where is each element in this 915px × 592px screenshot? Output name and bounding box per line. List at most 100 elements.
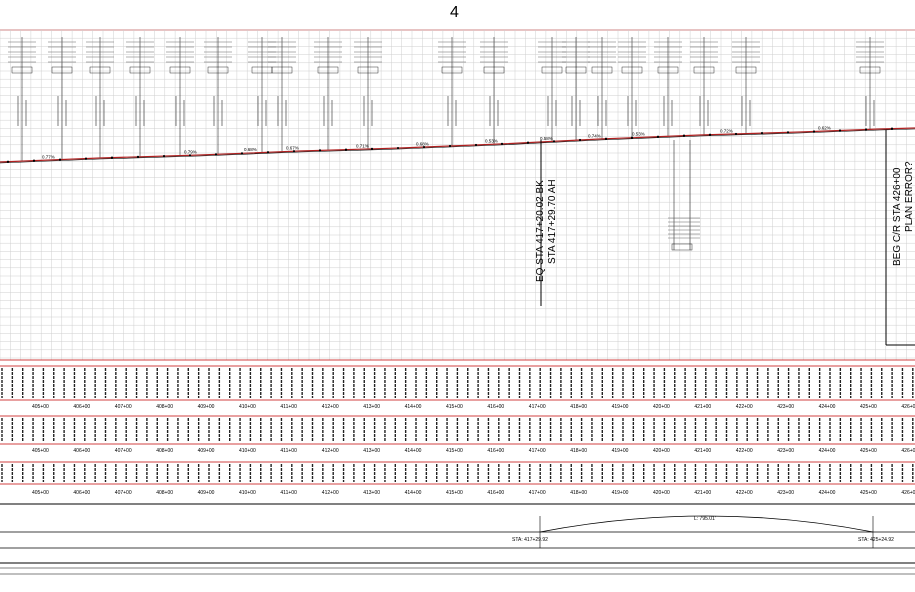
station-label: 422+00 bbox=[736, 490, 753, 496]
pvi-box bbox=[441, 66, 463, 74]
station-label: 406+00 bbox=[73, 448, 90, 454]
station-label: 413+00 bbox=[363, 404, 380, 410]
grade-label: 0.79% bbox=[184, 149, 197, 154]
profile-point-marker bbox=[734, 132, 738, 136]
profile-point-marker bbox=[58, 158, 62, 161]
station-label: 405+00 bbox=[32, 404, 49, 410]
profile-point-marker bbox=[682, 134, 686, 137]
grade-label: 0.68% bbox=[416, 141, 429, 146]
station-label: 418+00 bbox=[570, 490, 587, 496]
station-label: 411+00 bbox=[280, 490, 297, 496]
station-label: 410+00 bbox=[239, 448, 256, 454]
profile-point-marker bbox=[370, 147, 374, 150]
grade-label: 0.53% bbox=[485, 139, 498, 144]
station-label: 416+00 bbox=[487, 490, 504, 496]
station-label: 417+00 bbox=[529, 490, 546, 496]
station-label: 406+00 bbox=[73, 404, 90, 410]
station-label: 425+00 bbox=[860, 448, 877, 454]
profile-point-marker bbox=[474, 143, 478, 147]
profile-point-marker bbox=[578, 138, 582, 142]
station-label: 413+00 bbox=[363, 490, 380, 496]
pvi-box bbox=[207, 66, 229, 74]
profile-point-marker bbox=[344, 148, 348, 151]
station-label: 407+00 bbox=[115, 490, 132, 496]
station-label: 415+00 bbox=[446, 490, 463, 496]
profile-point-marker bbox=[266, 151, 270, 154]
station-label: 419+00 bbox=[612, 490, 629, 496]
station-label: 410+00 bbox=[239, 404, 256, 410]
grade-label: 0.77% bbox=[42, 154, 55, 159]
station-label: 421+00 bbox=[694, 490, 711, 496]
station-label: 416+00 bbox=[487, 404, 504, 410]
station-label: 424+00 bbox=[819, 448, 836, 454]
station-label: 423+00 bbox=[777, 448, 794, 454]
pvi-box bbox=[271, 66, 293, 74]
profile-point-marker bbox=[214, 153, 218, 156]
pvi-box bbox=[483, 66, 505, 74]
grade-label: 0.67% bbox=[286, 146, 299, 151]
station-label: 408+00 bbox=[156, 448, 173, 454]
profile-grade-line bbox=[0, 127, 915, 163]
profile-point-marker bbox=[656, 135, 660, 138]
station-label: 424+00 bbox=[819, 404, 836, 410]
profile-point-marker bbox=[630, 136, 634, 139]
pvi-box bbox=[693, 66, 715, 74]
station-label: 408+00 bbox=[156, 490, 173, 496]
station-label: 421+00 bbox=[694, 448, 711, 454]
beg-label-2: PLAN ERROR? bbox=[904, 161, 915, 232]
profile-point-marker bbox=[838, 129, 842, 132]
pvi-box bbox=[621, 66, 643, 74]
station-label: 411+00 bbox=[280, 448, 297, 454]
grade-label: 0.58% bbox=[540, 136, 553, 141]
curve-end-label: STA: 425+24.92 bbox=[858, 537, 894, 543]
station-label: 424+00 bbox=[819, 490, 836, 496]
station-label: 423+00 bbox=[777, 404, 794, 410]
station-label: 412+00 bbox=[322, 404, 339, 410]
profile-point-marker bbox=[526, 141, 530, 144]
pvi-box bbox=[51, 66, 73, 74]
station-label: 419+00 bbox=[612, 404, 629, 410]
station-label: 405+00 bbox=[32, 490, 49, 496]
station-label: 418+00 bbox=[570, 448, 587, 454]
pvi-callouts bbox=[8, 37, 884, 251]
horizontal-curve-band bbox=[0, 503, 915, 575]
station-label: 406+00 bbox=[73, 490, 90, 496]
grade-label: 0.71% bbox=[356, 143, 369, 148]
pvi-box bbox=[591, 66, 613, 74]
profile-point-marker bbox=[240, 152, 244, 155]
station-label: 411+00 bbox=[280, 404, 297, 410]
station-label: 420+00 bbox=[653, 448, 670, 454]
profile-point-marker bbox=[500, 142, 504, 145]
station-bands: 405+00 406+00 407+00 408+00 409+00 410+00 411+… bbox=[0, 365, 915, 496]
pvi-box bbox=[129, 66, 151, 74]
station-label: 412+00 bbox=[322, 448, 339, 454]
grade-label: 0.68% bbox=[244, 147, 257, 152]
station-label: 426+00 bbox=[901, 490, 915, 496]
station-label: 418+00 bbox=[570, 404, 587, 410]
profile-point-marker bbox=[162, 154, 166, 158]
station-label: 425+00 bbox=[860, 490, 877, 496]
station-label: 416+00 bbox=[487, 448, 504, 454]
profile-point-marker bbox=[188, 154, 192, 157]
profile-point-marker bbox=[760, 132, 764, 135]
equation-label-1: EQ STA 417+20.02 BK bbox=[535, 180, 546, 282]
grade-label: 0.74% bbox=[588, 134, 601, 139]
station-label: 422+00 bbox=[736, 404, 753, 410]
profile-grade-line-black bbox=[0, 128, 915, 164]
station-label: 409+00 bbox=[198, 490, 215, 496]
station-label: 407+00 bbox=[115, 448, 132, 454]
station-label: 425+00 bbox=[860, 404, 877, 410]
profile-point-marker bbox=[448, 144, 452, 148]
pvi-box bbox=[317, 66, 339, 74]
profile-point-marker bbox=[110, 156, 114, 159]
curve-start-label: STA: 417+29.92 bbox=[512, 537, 548, 543]
station-label: 414+00 bbox=[405, 490, 422, 496]
station-label: 419+00 bbox=[612, 448, 629, 454]
station-label: 420+00 bbox=[653, 490, 670, 496]
pvi-box bbox=[11, 66, 33, 74]
pvi-box bbox=[565, 66, 587, 74]
station-label: 420+00 bbox=[653, 404, 670, 410]
sheet-number: 4 bbox=[450, 4, 459, 21]
